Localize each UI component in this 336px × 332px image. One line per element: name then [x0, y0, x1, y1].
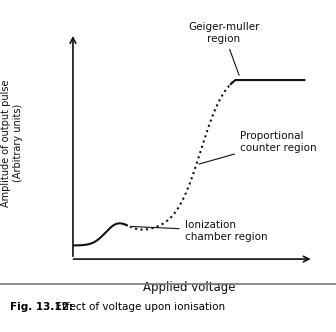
Text: Fig. 13.12:: Fig. 13.12:	[10, 302, 73, 312]
Text: Ionization
chamber region: Ionization chamber region	[132, 220, 267, 242]
Text: Effect of voltage upon ionisation: Effect of voltage upon ionisation	[49, 302, 225, 312]
Text: Amplitude of output pulse
(Arbitrary units): Amplitude of output pulse (Arbitrary uni…	[1, 79, 23, 207]
Text: Geiger-muller
region: Geiger-muller region	[188, 22, 259, 75]
Text: Proportional
counter region: Proportional counter region	[199, 131, 317, 164]
Text: Applied voltage: Applied voltage	[143, 281, 236, 294]
